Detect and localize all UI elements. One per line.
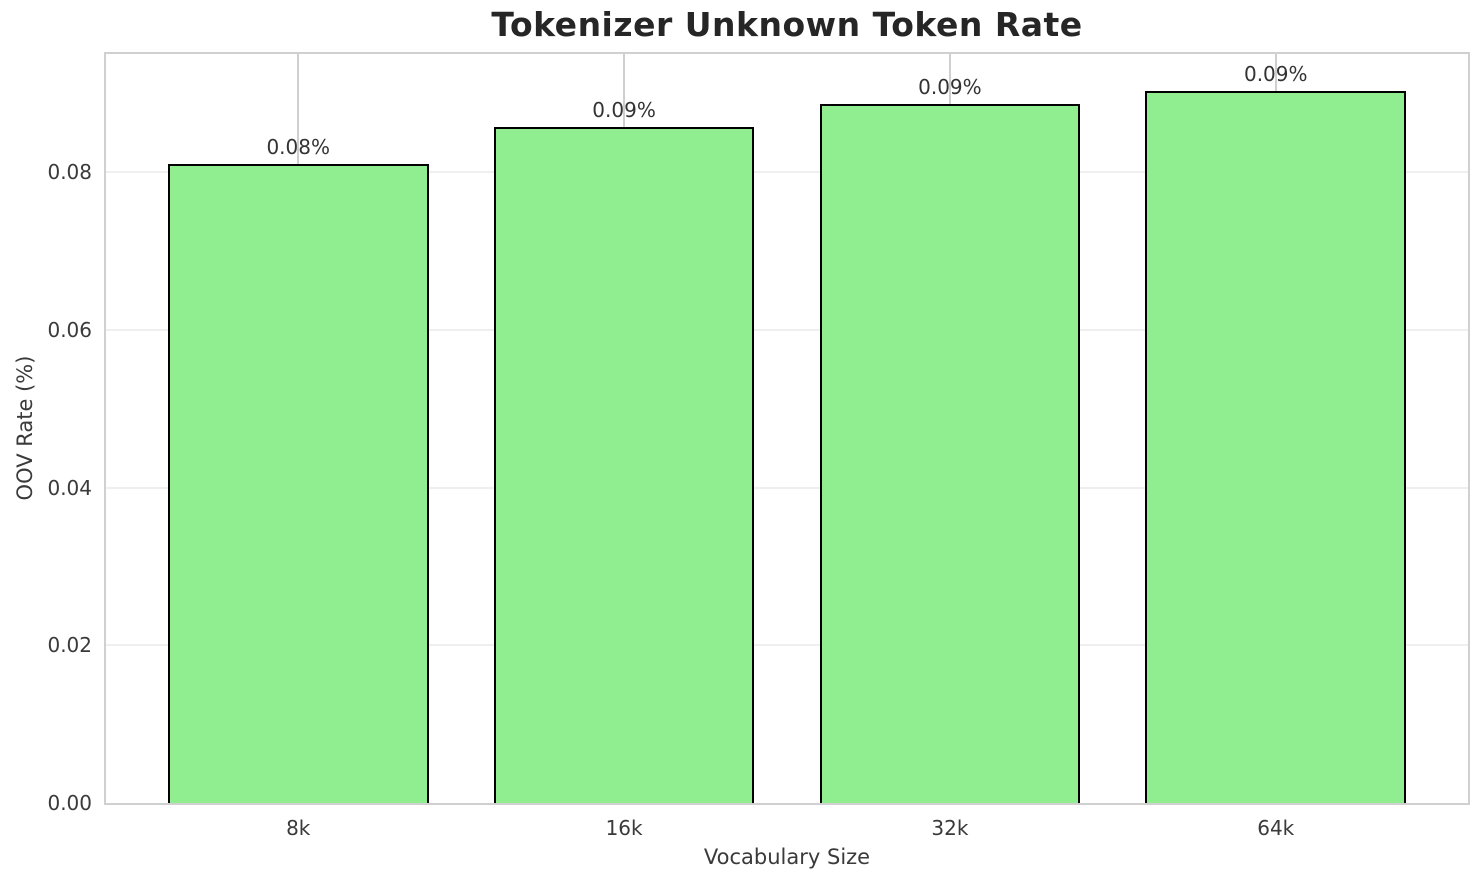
y-tick-label: 0.00 [47,791,92,815]
bar [493,127,755,803]
bar-value-label: 0.08% [266,135,330,160]
x-tick-label: 8k [286,816,311,840]
y-gridline [106,171,1468,174]
y-tick-label: 0.06 [47,317,92,342]
bar [819,103,1081,803]
y-tick-label: 0.04 [47,475,92,500]
x-tick-label: 32k [931,816,969,840]
x-tick-label: 64k [1257,816,1295,840]
y-tick-label: 0.02 [47,633,92,658]
plot-area [104,52,1470,805]
y-gridline [106,486,1468,489]
bar-value-label: 0.09% [1243,62,1308,87]
bar [167,164,429,803]
bar-value-label: 0.09% [918,74,982,99]
bar-value-label: 0.09% [592,98,656,123]
y-tick-label: 0.08 [47,160,92,185]
x-axis-label: Vocabulary Size [703,845,871,869]
chart-title: Tokenizer Unknown Token Rate [491,5,1083,44]
y-gridline [106,328,1468,331]
x-tick-label: 16k [605,816,643,840]
bar [1145,91,1407,803]
y-gridline [106,644,1468,647]
